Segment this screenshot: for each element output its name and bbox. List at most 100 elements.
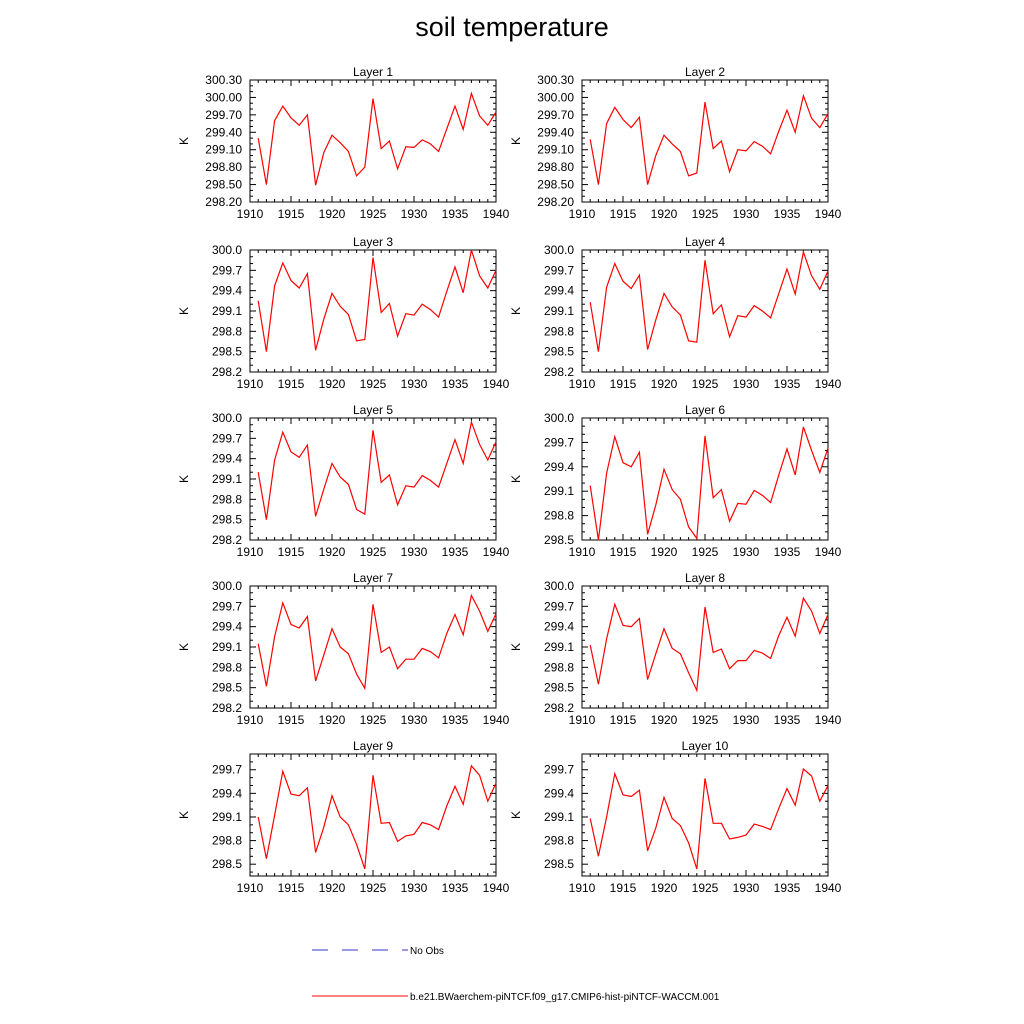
plot-frame [249, 79, 497, 203]
x-tick-label: 1930 [401, 377, 428, 391]
x-tick-label: 1925 [692, 207, 719, 221]
panel-6: Layer 6 K 1910 1915 1920 1925 1930 1935 1940 298.… [509, 403, 842, 559]
y-tick-label: 298.8 [212, 324, 242, 338]
y-tick-label: 299.7 [544, 599, 574, 613]
y-tick-label: 298.80 [205, 160, 242, 174]
x-tick-label: 1915 [610, 207, 637, 221]
plot-frame [581, 79, 829, 203]
x-tick-label: 1915 [610, 377, 637, 391]
series-line [589, 596, 829, 693]
y-tick-label: 299.4 [212, 786, 242, 800]
panel-2: Layer 2 K 1910 1915 1920 1925 1930 1935 1940 298.… [509, 65, 842, 221]
x-tick-label: 1910 [569, 207, 596, 221]
y-tick-label: 298.8 [212, 834, 242, 848]
y-tick-label: 298.2 [212, 533, 242, 547]
y-tick-label: 299.4 [212, 620, 242, 634]
x-tick-label: 1915 [610, 713, 637, 727]
panel-title: Layer 10 [682, 739, 729, 753]
x-tick-label: 1930 [401, 545, 428, 559]
y-tick-label: 298.5 [212, 857, 242, 871]
y-tick-label: 300.0 [544, 243, 574, 257]
y-axis-label: K [509, 643, 523, 651]
legend: No Obs b.e21.BWaerchem-piNTCF.f09_g17.CMI… [312, 946, 720, 1003]
legend-label-no-obs: No Obs [410, 946, 444, 957]
y-tick-label: 299.40 [537, 125, 574, 139]
y-tick-label: 299.1 [544, 484, 574, 498]
y-axis-label: K [509, 811, 523, 819]
x-tick-label: 1925 [692, 377, 719, 391]
x-tick-label: 1925 [360, 545, 387, 559]
y-tick-label: 299.7 [544, 763, 574, 777]
y-tick-label: 300.0 [212, 411, 242, 425]
y-tick-label: 299.1 [212, 304, 242, 318]
y-axis-label: K [177, 643, 191, 651]
y-axis-label: K [509, 475, 523, 483]
x-tick-label: 1940 [483, 713, 510, 727]
y-tick-label: 299.7 [212, 599, 242, 613]
panel-title: Layer 2 [685, 65, 725, 79]
series-line [257, 249, 497, 352]
y-tick-label: 298.50 [537, 178, 574, 192]
y-tick-label: 299.4 [544, 460, 574, 474]
y-tick-label: 300.0 [212, 579, 242, 593]
y-tick-label: 298.20 [537, 195, 574, 209]
panel-7: Layer 7 K 1910 1915 1920 1925 1930 1935 1940 298.… [177, 571, 510, 727]
y-tick-label: 299.1 [212, 472, 242, 486]
y-tick-label: 299.7 [212, 431, 242, 445]
y-tick-label: 298.80 [537, 160, 574, 174]
panel-title: Layer 9 [353, 739, 393, 753]
series-line [257, 419, 497, 520]
series-line [589, 249, 829, 352]
x-tick-label: 1930 [401, 881, 428, 895]
x-tick-label: 1925 [360, 207, 387, 221]
x-tick-label: 1915 [278, 207, 305, 221]
x-tick-label: 1910 [237, 881, 264, 895]
y-tick-label: 299.10 [537, 143, 574, 157]
y-tick-label: 299.1 [544, 640, 574, 654]
y-tick-label: 299.7 [544, 263, 574, 277]
x-tick-label: 1920 [651, 207, 678, 221]
plot-frame [581, 249, 829, 373]
x-tick-label: 1910 [237, 207, 264, 221]
x-tick-label: 1930 [733, 377, 760, 391]
y-tick-label: 298.8 [544, 324, 574, 338]
y-tick-label: 298.2 [212, 365, 242, 379]
y-tick-label: 298.50 [205, 178, 242, 192]
x-tick-label: 1915 [278, 713, 305, 727]
panel-title: Layer 7 [353, 571, 393, 585]
y-tick-label: 299.1 [212, 810, 242, 824]
x-tick-label: 1920 [319, 207, 346, 221]
y-tick-label: 298.8 [544, 834, 574, 848]
panel-1: Layer 1 K 1910 1915 1920 1925 1930 1935 1940 298.… [177, 65, 510, 221]
y-tick-label: 299.40 [205, 125, 242, 139]
panel-title: Layer 6 [685, 403, 725, 417]
x-tick-label: 1925 [360, 713, 387, 727]
x-tick-label: 1910 [569, 377, 596, 391]
y-tick-label: 298.5 [212, 345, 242, 359]
panel-5: Layer 5 K 1910 1915 1920 1925 1930 1935 1940 298.… [177, 403, 510, 559]
x-tick-label: 1935 [774, 881, 801, 895]
x-tick-label: 1935 [774, 207, 801, 221]
y-tick-label: 299.4 [544, 620, 574, 634]
x-tick-label: 1935 [442, 881, 469, 895]
x-tick-label: 1920 [651, 881, 678, 895]
y-tick-label: 299.4 [544, 786, 574, 800]
x-tick-label: 1940 [815, 881, 842, 895]
panel-title: Layer 8 [685, 571, 725, 585]
x-tick-label: 1935 [442, 713, 469, 727]
panel-title: Layer 3 [353, 235, 393, 249]
x-tick-label: 1925 [360, 377, 387, 391]
y-tick-label: 299.70 [537, 108, 574, 122]
x-tick-label: 1940 [815, 377, 842, 391]
y-tick-label: 300.30 [205, 73, 242, 87]
y-tick-label: 300.0 [544, 411, 574, 425]
y-tick-label: 298.5 [544, 345, 574, 359]
x-tick-label: 1920 [319, 713, 346, 727]
y-tick-label: 299.7 [544, 435, 574, 449]
y-tick-label: 298.20 [205, 195, 242, 209]
x-tick-label: 1940 [815, 713, 842, 727]
y-tick-label: 299.70 [205, 108, 242, 122]
x-tick-label: 1910 [237, 713, 264, 727]
y-axis-label: K [177, 137, 191, 145]
